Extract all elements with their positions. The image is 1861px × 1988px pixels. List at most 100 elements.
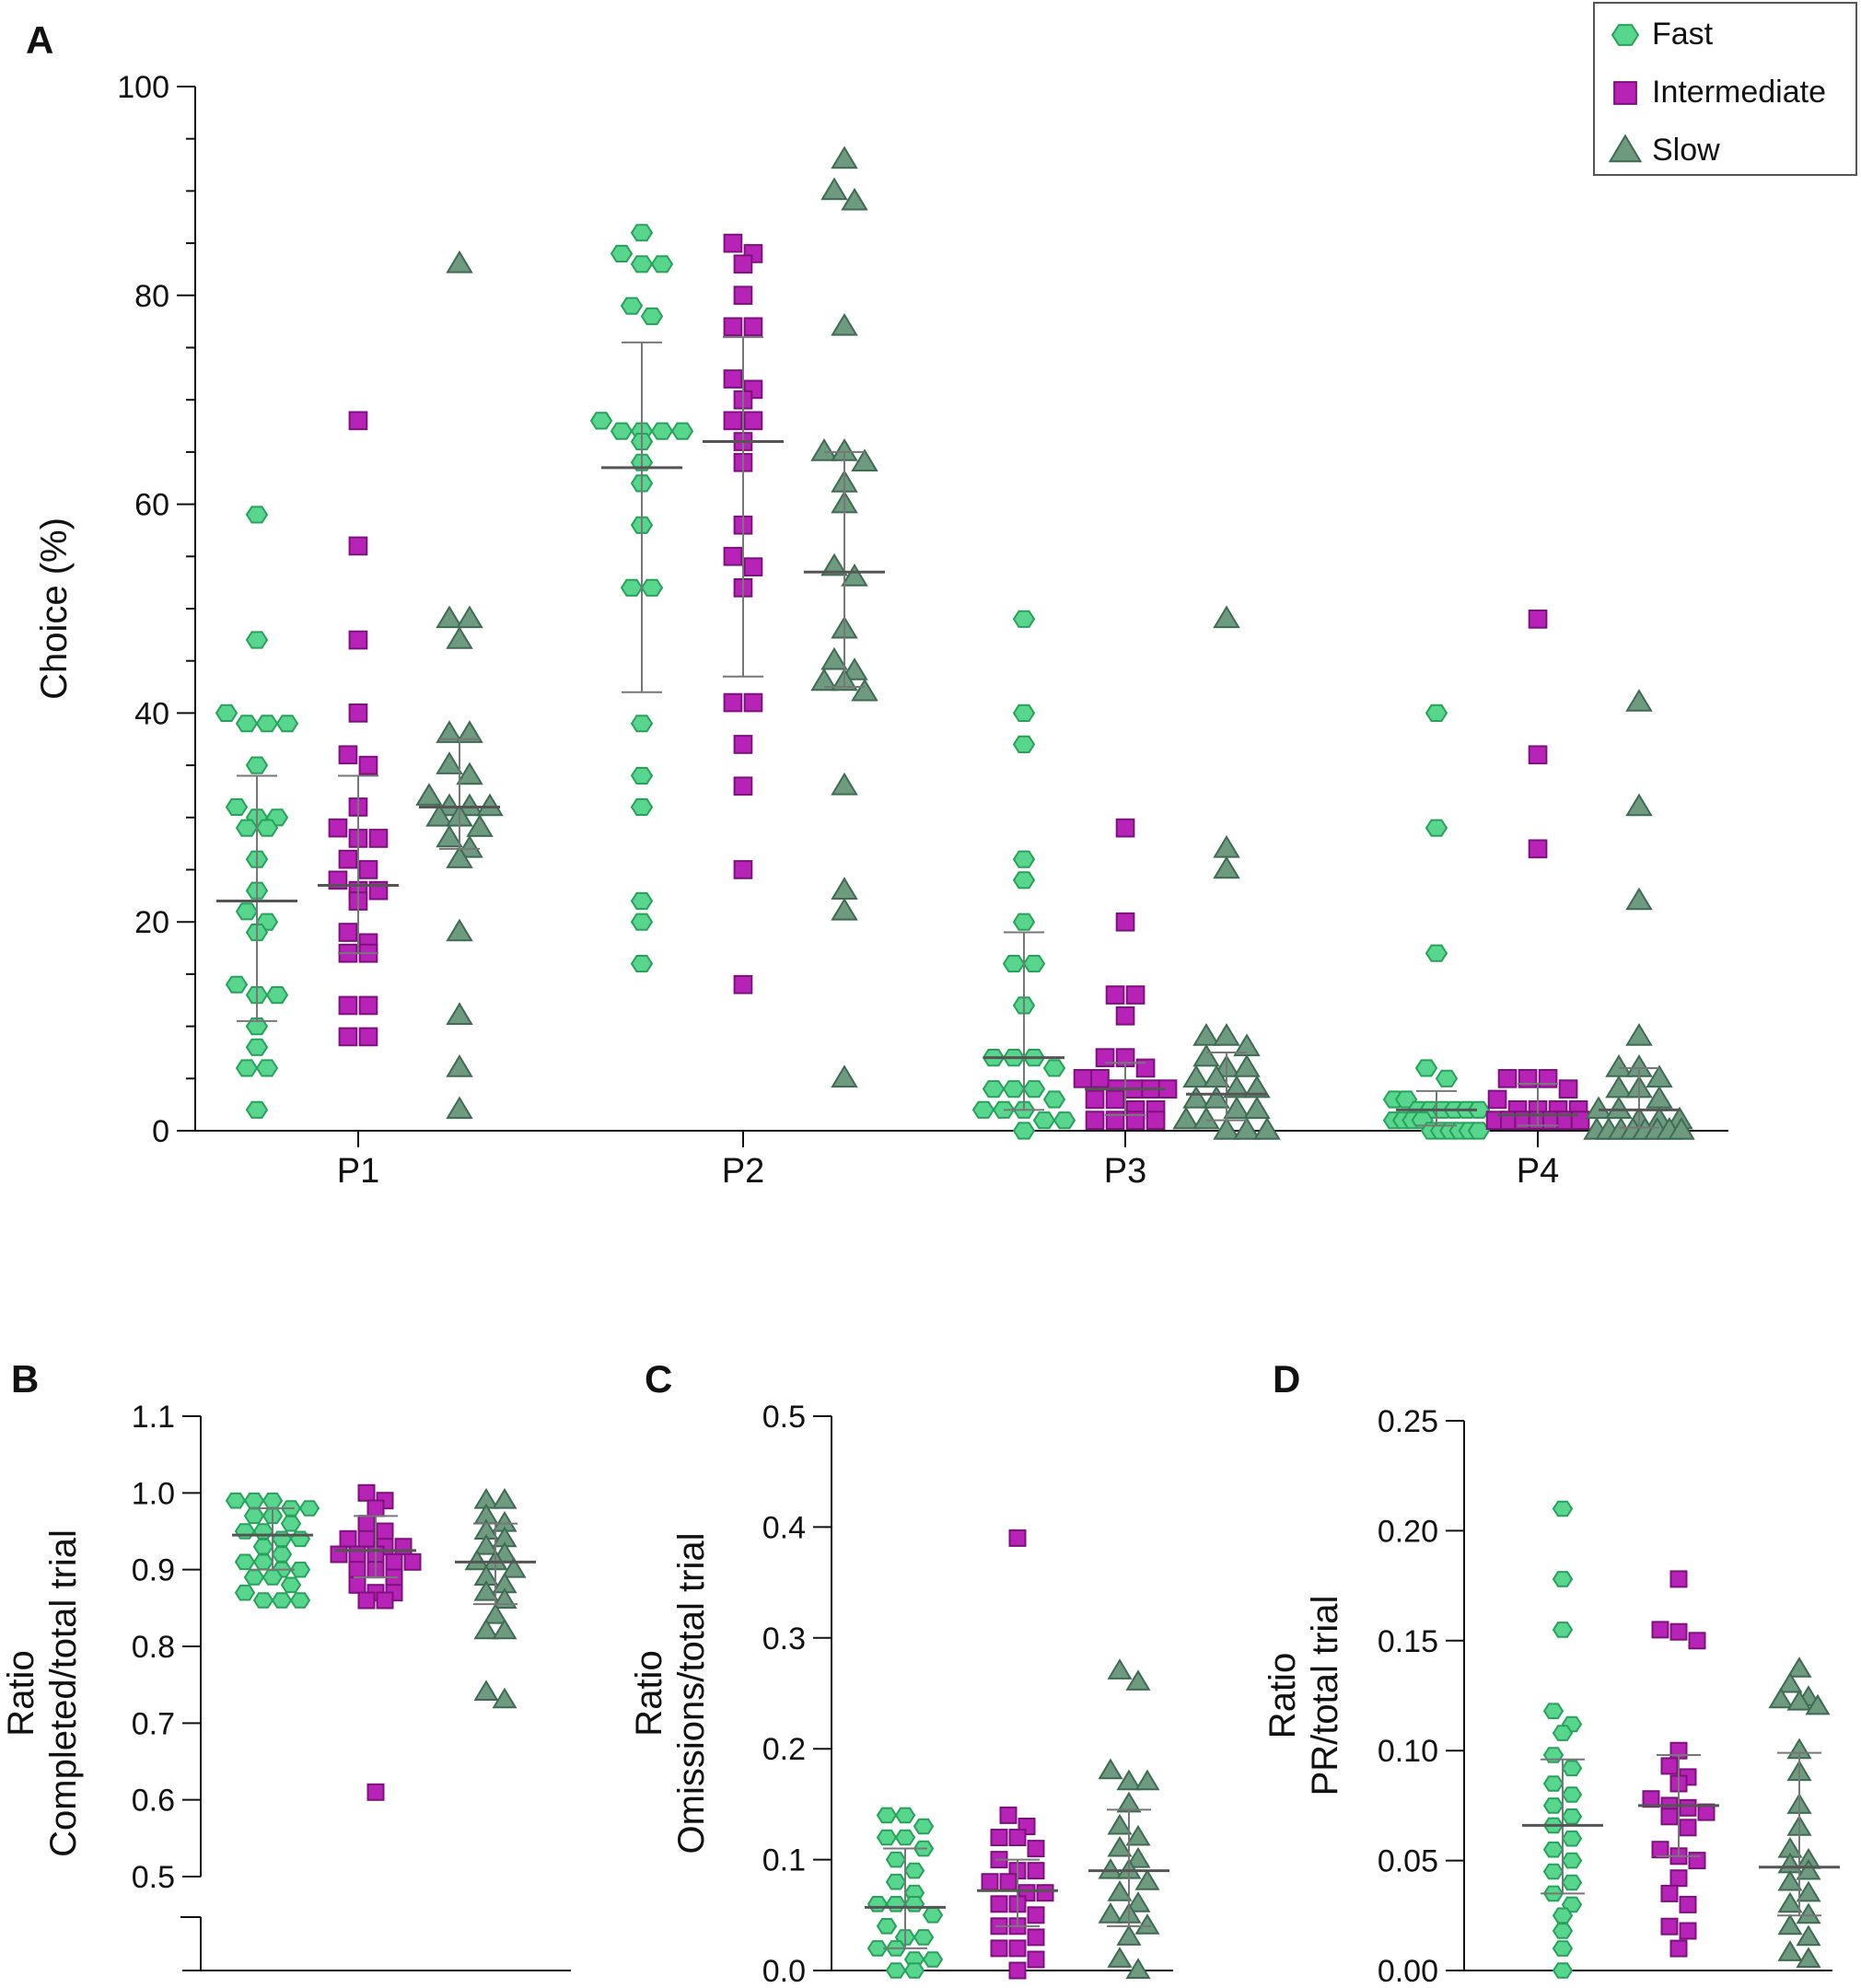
panel-c-fast-point-3 (876, 1829, 898, 1846)
panel-a-p3-fast-point-0 (1012, 610, 1036, 628)
panel-b-intermediate-point-14 (348, 1561, 366, 1579)
panel-a-p2-slow-point-17 (831, 772, 858, 796)
panel-a-p1-slow-point-3 (446, 626, 473, 649)
panel-c-slow-point-18 (1116, 1924, 1142, 1946)
panel-d-intermediate-point-14 (1651, 1841, 1669, 1859)
panel-b-intermediate-point-20 (357, 1591, 376, 1610)
panel-a-p1-intermediate-point-7 (328, 818, 348, 838)
panel-a-p3-slow-point-16 (1243, 1096, 1271, 1120)
panel-c-slow-point-2 (1098, 1758, 1123, 1780)
panel-b-fast-point-24 (289, 1592, 311, 1609)
panel-b-fast-point-0 (225, 1492, 247, 1509)
panel-a-p3-slow-point-9 (1182, 1064, 1210, 1088)
panel-a-p1-slow-point-12 (425, 803, 453, 827)
panel-a-p3-slow-point-6 (1192, 1043, 1220, 1067)
panel-c-y-tick-label-2: 0.2 (762, 1732, 806, 1767)
panel-a-p2-fast-point-3 (650, 255, 674, 273)
panel-c-fast-point-13 (922, 1907, 944, 1924)
panel-c-fast-point-20 (922, 1951, 944, 1968)
legend: Fast Intermediate Slow (1593, 2, 1857, 176)
panel-c-letter: C (645, 1357, 672, 1401)
panel-a-p1-fast-point-11 (255, 819, 279, 837)
panel-a-p1-intermediate-point-9 (368, 829, 389, 848)
panel-b-y-tick-label-5: 1.0 (132, 1476, 175, 1511)
panel-a-p3-slow-point-2 (1213, 855, 1240, 879)
panel-b-y-tick-label-4: 0.9 (132, 1553, 175, 1588)
panel-a-p2-slow-point-12 (820, 646, 848, 670)
panel-a-p1-fast-point-5 (275, 715, 299, 733)
panel-a-p2-intermediate-point-6 (723, 369, 743, 389)
panel-a-x-tick-label-p3: P3 (1104, 1152, 1146, 1191)
panel-b-fast-point-18 (243, 1569, 265, 1586)
panel-c-intermediate-point-21 (1027, 1950, 1045, 1969)
panel-a-p4-slow-point-2 (1625, 887, 1653, 911)
panel-a-p2-slow-point-9 (820, 552, 848, 576)
panel-d-slow-point-0 (1786, 1657, 1812, 1678)
panel-b-y-axis-label-line-1: Completed/total trial (43, 1529, 84, 1857)
panel-a-p3-slow-point-0 (1213, 605, 1240, 629)
panel-c-fast-point-6 (885, 1851, 907, 1868)
panel-d-intermediate-point-5 (1660, 1757, 1679, 1775)
panel-a-p3-fast-point-22 (1012, 1122, 1036, 1140)
panel-b-y-tick-label-6: 1.1 (132, 1400, 175, 1435)
panel-a-p1-intermediate-point-20 (338, 995, 358, 1016)
panel-a-y-tick-label-1: 20 (134, 905, 169, 940)
panel-a-chart: 0 20 40 60 80 100 Choice (%) P1 P2 P3 P4 (34, 70, 1728, 1191)
panel-c-slow-point-10 (1098, 1857, 1123, 1879)
panel-b-y-tick-label-0: 0.5 (132, 1860, 175, 1895)
panel-a-p4-slow-point-22 (1668, 1117, 1695, 1140)
panel-b-y-tick-label-1: 0.6 (132, 1784, 175, 1819)
panel-a-p2-fast-point-0 (630, 224, 654, 242)
panel-c-y-tick-label-0: 0.0 (762, 1954, 806, 1988)
panel-b-slow-point-15 (483, 1602, 508, 1624)
panel-a-p3-intermediate-point-3 (1125, 985, 1146, 1005)
panel-b-slow-point-14 (492, 1587, 518, 1609)
panel-c-group: C 0.0 0.1 0.2 0.3 0.4 0.5 RatioOmissions/total… (629, 1357, 1173, 1988)
panel-a-p1-intermediate-point-23 (358, 1027, 378, 1047)
legend-slow-triangle-icon (1608, 134, 1643, 163)
panel-b-letter: B (11, 1357, 39, 1401)
panel-d-slow-point-21 (1796, 1947, 1821, 1968)
panel-a-p1-fast-point-23 (255, 1059, 279, 1077)
panel-b-slow-point-19 (492, 1687, 518, 1709)
panel-b-fast-point-12 (252, 1538, 274, 1555)
panel-d-fast-point-0 (1552, 1500, 1574, 1517)
panel-d-slow-point-14 (1777, 1869, 1803, 1891)
panel-a-p2-fast-point-7 (610, 422, 634, 440)
panel-a-p3-fast-point-12 (1042, 1059, 1066, 1077)
panel-d-intermediate-point-2 (1669, 1622, 1688, 1641)
panel-b-slow-point-8 (464, 1549, 490, 1571)
panel-d-slow-point-13 (1796, 1858, 1821, 1880)
panel-d-fast-point-7 (1561, 1760, 1583, 1777)
legend-intermediate-square-icon (1613, 81, 1637, 105)
panel-c-intermediate-point-22 (1008, 1961, 1027, 1980)
panel-a-p2-slow-point-10 (841, 564, 868, 587)
legend-item-slow: Slow (1608, 133, 1720, 168)
panel-a-p2-fast-point-2 (630, 255, 654, 273)
panel-a-p2-intermediate-point-20 (733, 776, 753, 796)
panel-a-p4-fast-point-22 (1467, 1122, 1491, 1140)
panel-a-p4-intermediate-point-0 (1528, 610, 1548, 629)
panel-a-p2-slow-point-3 (831, 312, 858, 336)
panel-c-fast-point-2 (913, 1818, 935, 1835)
panel-d-intermediate-point-16 (1688, 1852, 1706, 1870)
panel-c-fast-point-12 (903, 1896, 925, 1912)
panel-a-p4-intermediate-point-3 (1497, 1069, 1518, 1088)
panel-c-y-axis-label: RatioOmissions/total trial (629, 1533, 712, 1854)
panel-a-p3-fast-point-16 (1042, 1090, 1066, 1109)
panel-a-p1-fast-point-2 (215, 703, 238, 722)
panel-a-p3-intermediate-point-18 (1085, 1110, 1105, 1131)
panel-d-fast-point-8 (1542, 1775, 1564, 1792)
panel-d-letter: D (1273, 1357, 1300, 1401)
panel-a-p3-fast-point-6 (1002, 955, 1026, 973)
panel-d-intermediate-point-0 (1669, 1570, 1688, 1588)
panel-c-fast-point-22 (903, 1962, 925, 1979)
panel-a-p3-intermediate-point-15 (1105, 1089, 1125, 1110)
panel-a-p2-intermediate-point-14 (723, 546, 743, 566)
panel-a-p1-fast-point-0 (245, 506, 269, 524)
panel-a-p2-fast-point-18 (630, 766, 654, 785)
panel-a-p2-intermediate-point-18 (743, 692, 763, 713)
panel-a-p2-fast-point-21 (630, 913, 654, 931)
panel-b-y-axis-label: RatioCompleted/total trial (1, 1529, 84, 1857)
panel-a-p3-slow-point-13 (1182, 1086, 1210, 1109)
